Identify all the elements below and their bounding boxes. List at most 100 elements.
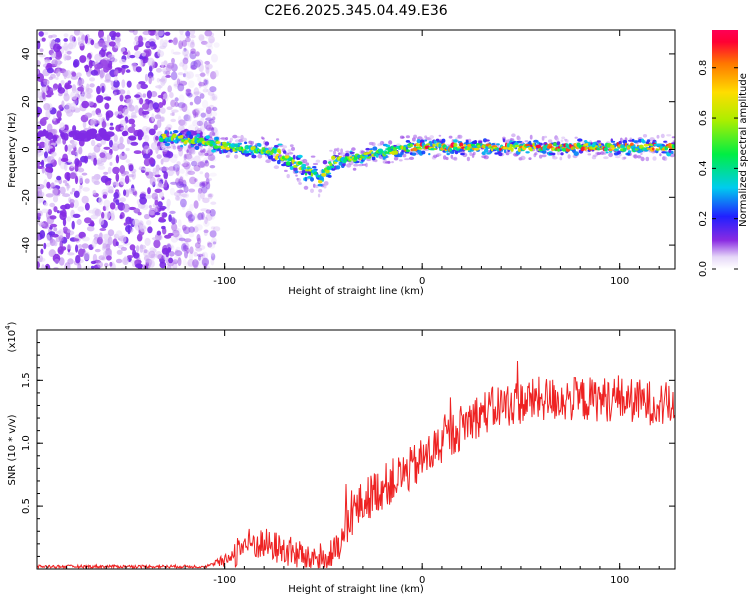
- x-tick-label: 0: [419, 575, 425, 586]
- x-tick-label: 100: [610, 276, 629, 287]
- spectrogram-cell: [166, 264, 172, 269]
- spectrogram-cell: [388, 140, 393, 145]
- spectrogram-cell: [174, 249, 179, 254]
- spectrogram-cell: [58, 229, 64, 236]
- spectrogram-cell: [41, 159, 45, 168]
- spectrogram-cell: [445, 156, 449, 161]
- spectrogram-cell: [197, 212, 206, 220]
- spectrogram-cell: [490, 147, 494, 152]
- spectrogram-x-label: Height of straight line (km): [288, 286, 424, 297]
- spectrogram-cell: [205, 106, 212, 115]
- spectrogram-cell: [112, 32, 116, 38]
- spectrogram-cell: [182, 57, 189, 65]
- spectrogram-cell: [188, 250, 196, 255]
- spectrogram-cell: [285, 161, 291, 166]
- spectrogram-cell: [181, 39, 188, 47]
- spectrogram-cell: [498, 152, 503, 157]
- spectrogram-cell: [433, 140, 437, 144]
- spectrogram-cell: [50, 182, 55, 189]
- spectrogram-cell: [163, 60, 168, 66]
- snr-series-line: [37, 360, 675, 569]
- spectrogram-cell: [182, 179, 187, 189]
- spectrogram-cell: [398, 159, 403, 162]
- spectrogram-cell: [156, 230, 162, 236]
- spectrogram-cell: [97, 261, 103, 268]
- spectrogram-cell: [210, 226, 216, 230]
- spectrogram-cell: [193, 109, 202, 118]
- spectrogram-cell: [142, 103, 149, 110]
- spectrogram-cell: [182, 73, 187, 78]
- spectrogram-cell: [67, 80, 72, 85]
- spectrogram-cell: [139, 196, 148, 205]
- spectrogram-cell: [173, 169, 178, 174]
- spectrogram-cell: [121, 79, 126, 88]
- spectrogram-cell: [136, 131, 142, 137]
- spectrogram-cell: [517, 136, 522, 141]
- spectrogram-cell: [163, 39, 168, 45]
- spectrogram-cell: [402, 153, 407, 158]
- spectrogram-cell: [193, 91, 202, 95]
- spectrogram-cell: [210, 126, 218, 134]
- spectrogram-cell: [101, 120, 107, 129]
- spectrogram-cell: [205, 135, 211, 140]
- spectrogram-cell: [177, 257, 182, 267]
- spectrogram-cell: [103, 146, 111, 150]
- spectrogram-cell: [199, 146, 203, 150]
- spectrogram-cell: [193, 251, 198, 257]
- spectrogram-cell: [121, 64, 129, 69]
- spectrogram-cell: [528, 157, 532, 161]
- spectrogram-cell: [37, 160, 40, 169]
- spectrogram-cell: [371, 142, 376, 147]
- spectrogram-cell: [100, 139, 107, 145]
- spectrogram-cell: [615, 156, 621, 159]
- spectrogram-cell: [187, 92, 193, 98]
- spectrogram-cell: [146, 220, 152, 226]
- spectrogram-cell: [122, 257, 129, 266]
- spectrogram-cell: [78, 32, 84, 36]
- spectrogram-cell: [59, 186, 66, 195]
- spectrogram-cell: [113, 40, 121, 49]
- spectrogram-cell: [37, 60, 41, 67]
- spectrogram-cell: [202, 251, 209, 261]
- spectrogram-cell: [53, 240, 58, 247]
- spectrogram-cell: [174, 250, 183, 257]
- spectrogram-cell: [230, 143, 235, 148]
- spectrogram-cell: [305, 162, 310, 166]
- spectrogram-cell: [416, 139, 421, 144]
- spectrogram-cell: [55, 68, 61, 77]
- spectrogram-cell: [53, 43, 61, 53]
- spectrogram-cell: [405, 140, 411, 143]
- spectrogram-cell: [119, 94, 124, 102]
- spectrogram-cell: [147, 57, 155, 67]
- spectrogram-cell: [94, 63, 102, 70]
- spectrogram-cell: [77, 80, 83, 87]
- spectrogram-cell: [42, 92, 46, 100]
- spectrogram-cell: [181, 49, 187, 56]
- spectrogram-cell: [534, 152, 538, 156]
- spectrogram-cell: [144, 73, 149, 82]
- spectrogram-cell: [109, 210, 115, 218]
- spectrogram-cell: [165, 74, 171, 78]
- spectrogram-cell: [194, 64, 199, 69]
- spectrogram-cell: [452, 149, 456, 152]
- colorbar-label: Normalized spectral amplitude: [738, 73, 749, 227]
- spectrogram-cell: [198, 81, 206, 87]
- spectrogram-cell: [178, 40, 184, 49]
- y-tick-label: 0: [21, 146, 32, 152]
- spectrogram-cell: [503, 148, 507, 154]
- spectrogram-cell: [189, 246, 194, 254]
- spectrogram-cell: [73, 30, 81, 36]
- spectrogram-cell: [206, 127, 215, 131]
- spectrogram-cell: [184, 70, 189, 75]
- spectrogram-cell: [168, 257, 174, 264]
- spectrogram-cell: [405, 135, 410, 139]
- spectrogram-cell: [666, 134, 672, 137]
- spectrogram-cell: [126, 50, 131, 60]
- spectrogram-cell: [177, 72, 184, 76]
- spectrogram-cell: [212, 116, 216, 121]
- spectrogram-cell: [205, 124, 214, 132]
- spectrogram-cell: [66, 244, 72, 250]
- spectrogram-cell: [359, 157, 362, 161]
- spectrogram-cell: [215, 136, 220, 141]
- spectrogram-cell: [129, 54, 136, 59]
